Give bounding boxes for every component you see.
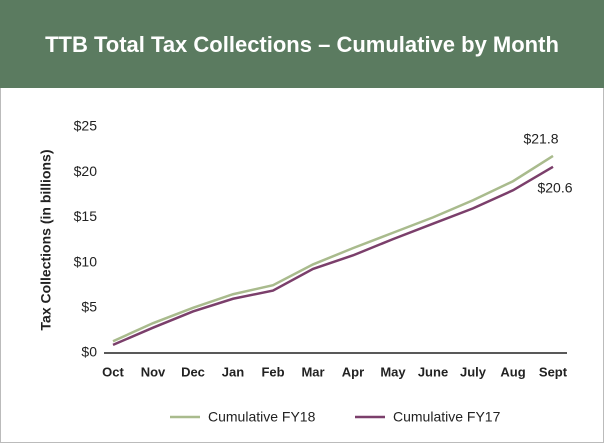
y-tick-label: $25 [74,118,98,134]
y-tick-label: $5 [81,299,97,315]
series-line [112,165,554,347]
x-tick-label: June [418,364,448,379]
legend-label: Cumulative FY18 [208,409,316,425]
chart-title: TTB Total Tax Collections – Cumulative b… [45,32,559,57]
x-tick-label: Nov [141,364,166,379]
series-line [112,154,554,343]
y-tick-label: $10 [74,253,98,269]
y-tick-label: $0 [81,344,97,360]
data-label: $21.8 [523,131,558,147]
x-tick-label: Oct [102,364,124,379]
header [0,0,604,88]
x-tick-label: Sept [539,364,568,379]
y-tick-label: $15 [74,208,98,224]
x-tick-label: May [380,364,406,379]
x-tick-label: Apr [342,364,364,379]
x-tick-label: Aug [500,364,525,379]
y-axis-title: Tax Collections (in billions) [38,150,54,331]
x-tick-label: Dec [181,364,205,379]
x-tick-label: Mar [301,364,324,379]
x-tick-label: Feb [261,364,284,379]
data-label: $20.6 [537,179,572,195]
legend-label: Cumulative FY17 [393,409,501,425]
x-tick-label: July [460,364,487,379]
x-tick-label: Jan [222,364,244,379]
y-tick-label: $20 [74,163,98,179]
